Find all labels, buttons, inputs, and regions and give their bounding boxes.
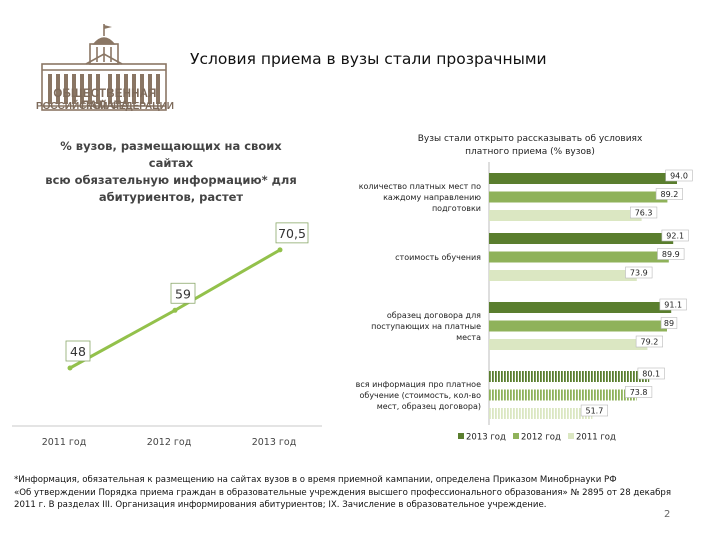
data-label: 51.7 xyxy=(585,407,603,416)
legend-swatch xyxy=(568,433,574,439)
data-label: 70,5 xyxy=(278,226,306,241)
data-label-box xyxy=(657,248,685,260)
logo-name-line1: ОБЩЕСТВЕННАЯ ПАЛАТА xyxy=(53,88,157,112)
data-label-box xyxy=(170,282,196,304)
data-label-box xyxy=(629,206,658,219)
data-label-box xyxy=(660,317,678,329)
bar xyxy=(489,210,642,221)
legend-label: 2011 год xyxy=(576,433,616,443)
line-chart-title-line: % вузов, размещающих на своих сайтах xyxy=(60,139,282,170)
bar xyxy=(489,371,650,382)
bar-chart-title-line: Вузы стали открыто рассказывать об услов… xyxy=(417,134,643,144)
data-label: 89.2 xyxy=(660,190,678,199)
bar xyxy=(489,339,648,350)
footnote: *Информация, обязательная к размещению н… xyxy=(14,474,709,512)
bar xyxy=(489,389,637,401)
line-chart-title-line: всю обязательную информацию* для xyxy=(45,173,297,187)
data-label-box xyxy=(655,188,684,200)
category-label: поступающих на платные xyxy=(371,322,481,331)
legend-swatch xyxy=(513,433,519,439)
category-label: мест, образец договора) xyxy=(377,402,481,411)
data-label-box xyxy=(637,367,665,380)
footnote-line: 2011 г. В разделах III. Организация инфо… xyxy=(14,500,547,510)
page-number: 2 xyxy=(664,509,671,520)
bar xyxy=(489,302,672,313)
legend-label: 2013 год xyxy=(466,433,506,443)
data-label-box xyxy=(665,169,693,182)
footnote-line: «Об утверждении Порядка приема граждан в… xyxy=(14,487,672,498)
category-label: образец договора для xyxy=(387,311,481,320)
bar xyxy=(489,270,637,281)
line-chart: 48 2011 год 59 2012 год 70,5 2013 год xyxy=(12,222,322,448)
logo-name-line2: РОССИЙСКОЙ ФЕДЕРАЦИИ xyxy=(36,101,174,112)
data-label: 59 xyxy=(175,286,191,301)
line-chart-title: % вузов, размещающих на своих сайтах всю… xyxy=(40,138,302,206)
bar xyxy=(489,191,668,203)
data-label: 91.1 xyxy=(664,301,682,310)
data-label: 92.1 xyxy=(666,232,684,241)
data-label: 80.1 xyxy=(642,370,660,379)
slide-title: Условия приема в вузы стали прозрачными xyxy=(190,50,547,68)
legend-swatch xyxy=(458,433,464,439)
bar xyxy=(489,320,667,332)
category-label: каждому направлению xyxy=(383,193,481,202)
data-label: 79.2 xyxy=(640,338,658,347)
data-label-box xyxy=(661,229,689,242)
bar-chart-title-line: платного приема (% вузов) xyxy=(465,147,595,157)
data-label: 76.3 xyxy=(635,209,653,218)
category-label: стоимость обучения xyxy=(395,253,481,262)
x-tick-label: 2012 год xyxy=(147,437,192,448)
data-label: 89 xyxy=(664,319,674,328)
category-label: вся информация про платное xyxy=(356,380,481,389)
category-label: места xyxy=(456,333,481,342)
data-point xyxy=(172,307,178,313)
data-label: 73.8 xyxy=(630,388,648,397)
category-label: обучение (стоимость, кол-во xyxy=(359,391,481,400)
data-label-box xyxy=(580,404,609,417)
data-point xyxy=(67,365,73,371)
data-label: 94.0 xyxy=(670,172,688,181)
category-label: подготовки xyxy=(432,204,481,213)
data-label-box xyxy=(635,335,664,348)
bar-chart-title: Вузы стали открыто рассказывать об услов… xyxy=(380,133,680,159)
bar xyxy=(489,408,593,419)
line-chart-title-line: абитуриентов, растет xyxy=(98,190,244,204)
bar xyxy=(489,251,669,263)
data-label-box xyxy=(659,298,687,311)
data-label: 89.9 xyxy=(662,250,680,259)
data-label-box xyxy=(625,266,653,279)
data-point xyxy=(277,247,283,253)
legend-label: 2012 год xyxy=(521,433,561,443)
data-label-box xyxy=(624,386,653,398)
data-label-box xyxy=(65,340,91,362)
category-label: количество платных мест по xyxy=(359,182,481,191)
x-tick-label: 2013 год xyxy=(252,437,297,448)
data-label-box xyxy=(275,222,309,244)
public-chamber-logo xyxy=(41,24,167,111)
bar xyxy=(489,233,674,244)
data-label: 73.9 xyxy=(630,269,648,278)
data-label: 48 xyxy=(70,344,86,359)
bar-chart: 94.0 89.2 76.3 количество платных мест по ка… xyxy=(356,162,693,443)
footnote-line: *Информация, обязательная к размещению н… xyxy=(14,475,617,485)
bar xyxy=(489,173,677,184)
x-tick-label: 2011 год xyxy=(42,437,87,448)
